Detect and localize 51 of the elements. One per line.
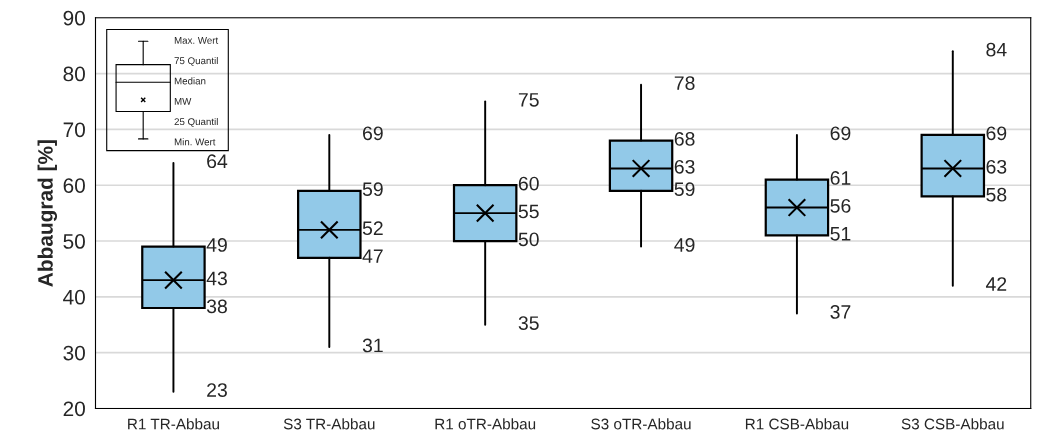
- annotation: 69: [986, 126, 1007, 141]
- annotation: 63: [986, 159, 1007, 174]
- annotation: 31: [362, 338, 383, 353]
- x-tick-label: R1 oTR-Abbau: [435, 418, 536, 430]
- annotation: 47: [362, 249, 383, 263]
- annotation: 56: [830, 198, 851, 213]
- annotation: 68: [674, 132, 695, 146]
- annotation: 37: [830, 305, 851, 319]
- annotation: 75 Quantil: [174, 56, 218, 66]
- annotation: 52: [362, 221, 383, 236]
- annotation: MW: [174, 97, 192, 105]
- annotation: 25 Quantil: [174, 117, 218, 127]
- annotation: 60: [518, 176, 539, 191]
- y-axis-title: Abbaugrad [%]: [37, 140, 58, 287]
- annotation: 55: [518, 204, 539, 219]
- annotation: 61: [830, 171, 851, 185]
- annotation: 69: [830, 126, 851, 141]
- y-tick-label: 50: [63, 234, 85, 249]
- annotation: 51: [830, 227, 851, 241]
- y-tick-label: 90: [63, 10, 85, 26]
- annotation: 59: [362, 182, 383, 197]
- annotation: 59: [674, 182, 695, 197]
- annotation: Max. Wert: [174, 37, 219, 44]
- annotation: 23: [207, 383, 227, 397]
- annotation: 78: [674, 76, 695, 90]
- y-tick-label: 30: [63, 345, 85, 361]
- x-tick-label: R1 CSB-Abbau: [745, 418, 849, 430]
- y-tick-label: 80: [63, 66, 85, 82]
- annotation: 64: [207, 154, 228, 169]
- annotation: 38: [206, 299, 227, 314]
- y-tick-label: 20: [63, 401, 85, 417]
- annotation: 43: [206, 271, 227, 286]
- y-tick-label: 60: [63, 178, 85, 193]
- x-tick-label: S3 oTR-Abbau: [591, 418, 691, 430]
- annotation: 63: [674, 159, 695, 174]
- x-tick-label: S3 CSB-Abbau: [901, 418, 1004, 430]
- annotation: 50: [518, 232, 539, 247]
- annotation: 84: [986, 42, 1007, 57]
- annotation: Min. Wert: [174, 138, 216, 146]
- y-tick-label: 70: [63, 122, 85, 138]
- y-tick-label: 40: [63, 289, 85, 305]
- annotation: 75: [518, 93, 539, 107]
- annotation: 49: [206, 238, 227, 252]
- annotation: 49: [674, 238, 695, 252]
- annotation: 42: [985, 277, 1007, 291]
- annotation: Median: [174, 77, 206, 85]
- annotation: 58: [986, 187, 1007, 202]
- x-tick-label: R1 TR-Abbau: [128, 418, 219, 430]
- annotation: 35: [518, 316, 539, 330]
- annotation: 69: [363, 126, 383, 141]
- x-tick-label: S3 TR-Abbau: [283, 418, 375, 430]
